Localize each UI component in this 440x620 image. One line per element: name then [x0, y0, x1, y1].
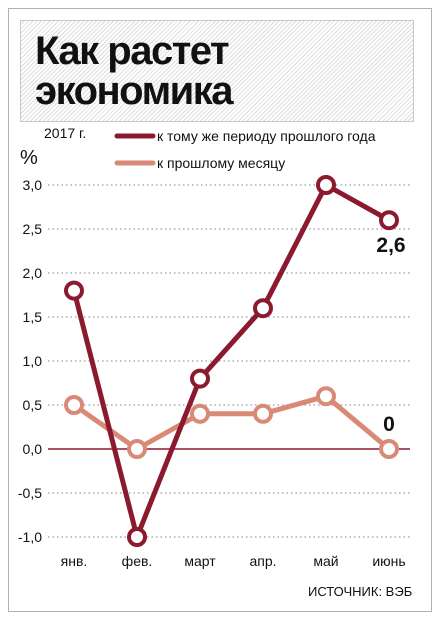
data-point	[190, 368, 210, 389]
x-tick-label: янв.	[61, 553, 88, 569]
source-label: ИСТОЧНИК: ВЭБ	[308, 584, 412, 599]
chart-frame	[8, 8, 432, 612]
data-label: 2,6	[376, 234, 405, 257]
data-point	[127, 527, 147, 547]
x-axis-ticks: янв. фев. март апр. май июнь	[61, 553, 406, 569]
series-group: 2,60	[64, 175, 406, 547]
data-point	[316, 175, 336, 195]
data-point	[379, 439, 399, 459]
y-tick-label: 0,0	[23, 441, 43, 457]
x-tick-label: июнь	[372, 553, 405, 569]
series-line	[71, 182, 392, 540]
data-point	[253, 403, 273, 424]
data-point	[253, 298, 273, 319]
data-point	[64, 395, 84, 415]
x-tick-label: фев.	[122, 553, 153, 569]
unit-label: %	[20, 147, 38, 169]
legend-label: к прошлому месяцу	[157, 155, 285, 171]
legend: к тому же периоду прошлого года к прошлом…	[114, 128, 376, 171]
data-label: 0	[383, 413, 395, 436]
data-point	[64, 280, 84, 301]
y-tick-label: 1,5	[23, 309, 43, 325]
y-tick-label: 2,0	[23, 265, 43, 281]
chart-title: Как растет экономика	[35, 29, 234, 113]
data-point	[316, 386, 336, 407]
y-tick-label: 3,0	[23, 177, 43, 193]
data-point	[127, 439, 147, 459]
y-tick-label: 0,5	[23, 397, 43, 413]
y-tick-label: -0,5	[18, 485, 42, 501]
grid-lines	[48, 184, 410, 538]
y-tick-label: 1,0	[23, 353, 43, 369]
x-tick-label: май	[313, 553, 338, 569]
x-tick-label: март	[184, 553, 216, 569]
series-line	[71, 393, 392, 452]
title-panel: Как растет экономика	[20, 20, 414, 122]
y-tick-label: -1,0	[18, 529, 42, 545]
y-axis-ticks: 3,0 2,5 2,0 1,5 1,0 0,5 0,0 -0,5 -1,0	[18, 177, 42, 545]
data-point	[379, 210, 399, 231]
data-point	[190, 403, 210, 424]
x-tick-label: апр.	[249, 553, 276, 569]
y-tick-label: 2,5	[23, 221, 43, 237]
year-label: 2017 г.	[44, 125, 86, 141]
legend-label: к тому же периоду прошлого года	[157, 128, 376, 144]
